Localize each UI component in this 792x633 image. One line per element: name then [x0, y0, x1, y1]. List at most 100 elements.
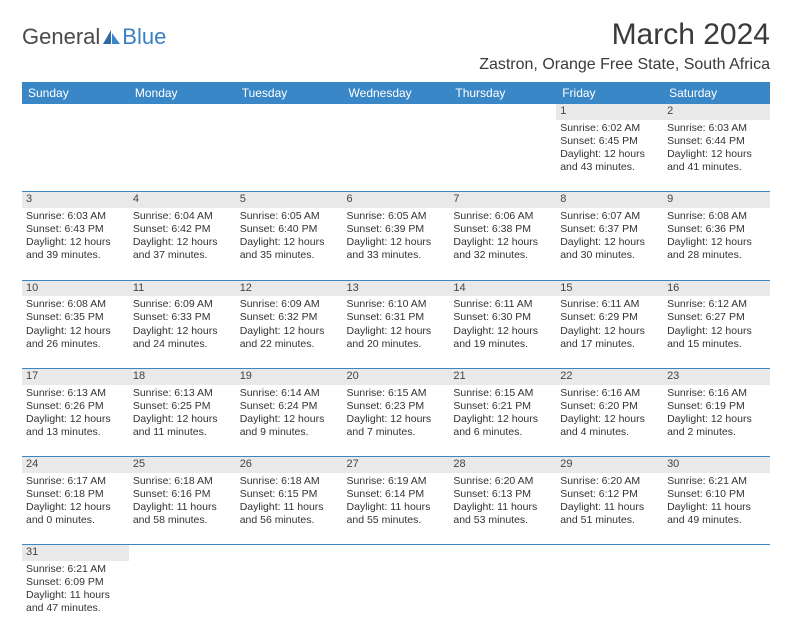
day-line: Sunrise: 6:15 AM — [453, 387, 552, 400]
day-cell: Sunrise: 6:16 AMSunset: 6:19 PMDaylight:… — [663, 385, 770, 457]
day-content-row: Sunrise: 6:17 AMSunset: 6:18 PMDaylight:… — [22, 473, 770, 545]
day-cell: Sunrise: 6:13 AMSunset: 6:25 PMDaylight:… — [129, 385, 236, 457]
day-line: and 39 minutes. — [26, 249, 125, 262]
day-number-cell: 21 — [449, 368, 556, 384]
location: Zastron, Orange Free State, South Africa — [479, 56, 770, 74]
day-number-cell: 23 — [663, 368, 770, 384]
day-cell: Sunrise: 6:10 AMSunset: 6:31 PMDaylight:… — [343, 296, 450, 368]
day-line: Sunrise: 6:18 AM — [133, 475, 232, 488]
day-line: Sunrise: 6:05 AM — [347, 210, 446, 223]
daynum-row: 17181920212223 — [22, 368, 770, 384]
day-line: Sunrise: 6:18 AM — [240, 475, 339, 488]
day-line: Daylight: 12 hours — [240, 236, 339, 249]
day-line: Daylight: 12 hours — [347, 236, 446, 249]
day-line: Sunrise: 6:14 AM — [240, 387, 339, 400]
day-cell: Sunrise: 6:17 AMSunset: 6:18 PMDaylight:… — [22, 473, 129, 545]
day-line: and 28 minutes. — [667, 249, 766, 262]
day-line: Daylight: 11 hours — [133, 501, 232, 514]
day-cell: Sunrise: 6:05 AMSunset: 6:40 PMDaylight:… — [236, 208, 343, 280]
day-line: and 30 minutes. — [560, 249, 659, 262]
day-line: Daylight: 12 hours — [26, 236, 125, 249]
day-content-row: Sunrise: 6:02 AMSunset: 6:45 PMDaylight:… — [22, 120, 770, 192]
daynum-row: 3456789 — [22, 192, 770, 208]
day-line: and 47 minutes. — [26, 602, 125, 615]
logo: General Blue — [22, 18, 166, 50]
day-line: Sunset: 6:44 PM — [667, 135, 766, 148]
day-number-cell: 24 — [22, 457, 129, 473]
day-number-cell — [449, 104, 556, 120]
day-number-cell — [343, 104, 450, 120]
day-cell — [449, 561, 556, 633]
day-line: Daylight: 12 hours — [560, 236, 659, 249]
day-content-row: Sunrise: 6:08 AMSunset: 6:35 PM Daylight:… — [22, 296, 770, 368]
day-number-cell — [556, 545, 663, 561]
day-line: Sunset: 6:23 PM — [347, 400, 446, 413]
day-number-cell: 8 — [556, 192, 663, 208]
day-line: and 43 minutes. — [560, 161, 659, 174]
day-line: and 0 minutes. — [26, 514, 125, 527]
day-line: Sunrise: 6:08 AM — [667, 210, 766, 223]
day-line: and 33 minutes. — [347, 249, 446, 262]
day-line: Sunset: 6:35 PM — [26, 311, 125, 324]
day-cell: Sunrise: 6:02 AMSunset: 6:45 PMDaylight:… — [556, 120, 663, 192]
day-line: Sunset: 6:29 PM — [560, 311, 659, 324]
logo-text-1: General — [22, 24, 100, 50]
day-line: Daylight: 11 hours — [667, 501, 766, 514]
day-line: and 19 minutes. — [453, 338, 552, 351]
day-cell: Sunrise: 6:21 AMSunset: 6:10 PMDaylight:… — [663, 473, 770, 545]
day-line: Sunset: 6:16 PM — [133, 488, 232, 501]
day-line: and 9 minutes. — [240, 426, 339, 439]
day-content-row: Sunrise: 6:13 AMSunset: 6:26 PMDaylight:… — [22, 385, 770, 457]
day-cell: Sunrise: 6:08 AMSunset: 6:36 PMDaylight:… — [663, 208, 770, 280]
day-cell: Sunrise: 6:07 AMSunset: 6:37 PMDaylight:… — [556, 208, 663, 280]
day-number-cell: 9 — [663, 192, 770, 208]
day-line: and 51 minutes. — [560, 514, 659, 527]
day-number-cell: 20 — [343, 368, 450, 384]
day-cell: Sunrise: 6:09 AMSunset: 6:33 PMDaylight:… — [129, 296, 236, 368]
day-cell: Sunrise: 6:09 AMSunset: 6:32 PMDaylight:… — [236, 296, 343, 368]
day-number-cell: 28 — [449, 457, 556, 473]
day-line: Sunset: 6:15 PM — [240, 488, 339, 501]
day-line: Sunrise: 6:13 AM — [133, 387, 232, 400]
day-line: Sunset: 6:33 PM — [133, 311, 232, 324]
day-cell: Sunrise: 6:19 AMSunset: 6:14 PMDaylight:… — [343, 473, 450, 545]
day-cell: Sunrise: 6:20 AMSunset: 6:12 PMDaylight:… — [556, 473, 663, 545]
day-line: Daylight: 12 hours — [453, 325, 552, 338]
day-cell: Sunrise: 6:03 AMSunset: 6:44 PMDaylight:… — [663, 120, 770, 192]
day-cell — [343, 120, 450, 192]
day-line: Daylight: 12 hours — [667, 325, 766, 338]
day-line: Sunrise: 6:03 AM — [26, 210, 125, 223]
day-number-cell — [22, 104, 129, 120]
day-line: Sunset: 6:20 PM — [560, 400, 659, 413]
day-line: Sunrise: 6:08 AM — [26, 298, 125, 311]
day-line: Daylight: 12 hours — [560, 325, 659, 338]
day-line: and 56 minutes. — [240, 514, 339, 527]
day-number-cell: 29 — [556, 457, 663, 473]
day-line: Sunrise: 6:16 AM — [667, 387, 766, 400]
day-line: Sunset: 6:31 PM — [347, 311, 446, 324]
sail-icon — [101, 28, 121, 46]
day-cell: Sunrise: 6:21 AMSunset: 6:09 PMDaylight:… — [22, 561, 129, 633]
day-cell: Sunrise: 6:11 AMSunset: 6:29 PMDaylight:… — [556, 296, 663, 368]
day-number-cell: 2 — [663, 104, 770, 120]
day-number-cell: 19 — [236, 368, 343, 384]
day-line: Daylight: 12 hours — [560, 148, 659, 161]
day-line: and 4 minutes. — [560, 426, 659, 439]
day-number-cell: 30 — [663, 457, 770, 473]
day-cell: Sunrise: 6:14 AMSunset: 6:24 PMDaylight:… — [236, 385, 343, 457]
logo-text-2: Blue — [122, 24, 166, 50]
day-line: and 11 minutes. — [133, 426, 232, 439]
day-line: Daylight: 12 hours — [667, 413, 766, 426]
day-content-row: Sunrise: 6:21 AMSunset: 6:09 PMDaylight:… — [22, 561, 770, 633]
day-line: Sunset: 6:14 PM — [347, 488, 446, 501]
day-line: and 6 minutes. — [453, 426, 552, 439]
day-cell: Sunrise: 6:03 AMSunset: 6:43 PMDaylight:… — [22, 208, 129, 280]
weekday-header: Sunday — [22, 82, 129, 104]
month-title: March 2024 — [479, 18, 770, 52]
day-line: Sunset: 6:36 PM — [667, 223, 766, 236]
day-line: Sunrise: 6:21 AM — [667, 475, 766, 488]
day-line: and 24 minutes. — [133, 338, 232, 351]
daynum-row: 31 — [22, 545, 770, 561]
day-line: Sunset: 6:13 PM — [453, 488, 552, 501]
day-cell: Sunrise: 6:06 AMSunset: 6:38 PMDaylight:… — [449, 208, 556, 280]
